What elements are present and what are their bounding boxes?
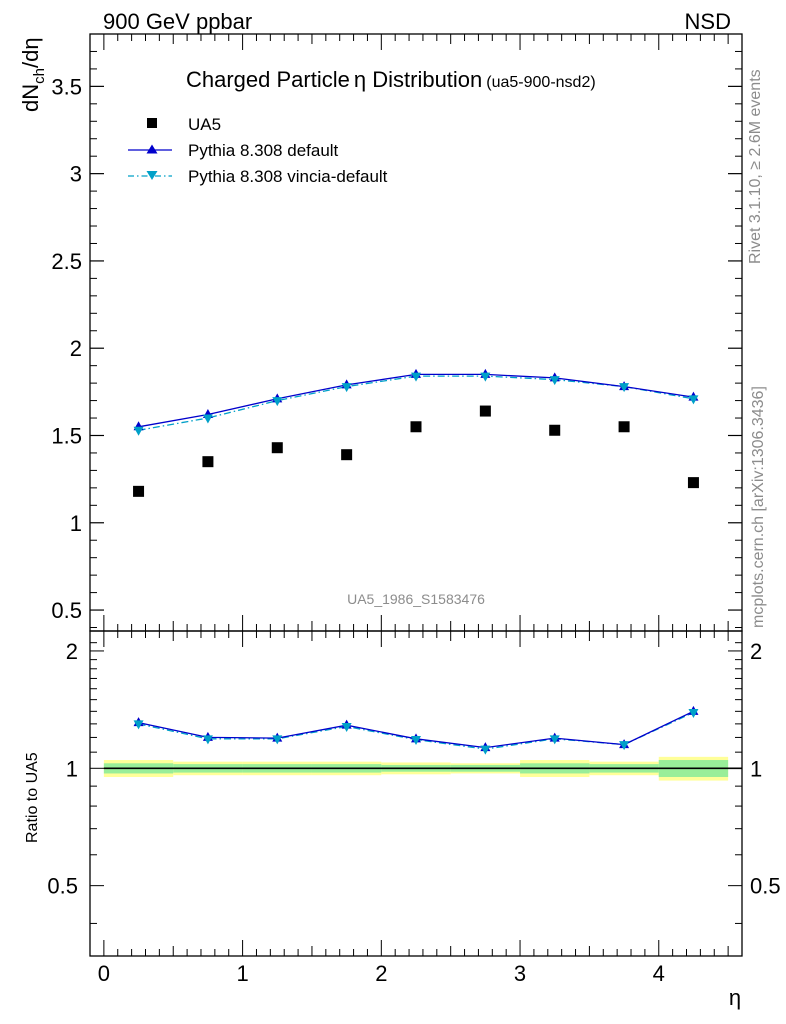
chart-title-symbol: η	[354, 67, 366, 92]
data-point-vincia	[133, 426, 144, 436]
ratio-y-tick-label-right: 1	[750, 756, 762, 781]
x-tick-label: 1	[236, 961, 248, 986]
legend-label-vincia: Pythia 8.308 vincia-default	[188, 167, 388, 186]
legend-marker-vincia	[146, 171, 158, 180]
data-point-vincia	[272, 397, 283, 407]
ratio-y-tick-label-right: 0.5	[750, 874, 781, 899]
ratio-point-vincia	[688, 709, 699, 719]
ratio-point-vincia	[549, 735, 560, 745]
chart-title: Charged Particle η Distribution (ua5-900-n…	[186, 67, 596, 92]
legend-label-default: Pythia 8.308 default	[188, 141, 339, 160]
series-default-line	[138, 373, 694, 428]
ratio-y-tick-label: 1	[66, 756, 78, 781]
chart-title-main: Charged Particle	[186, 67, 350, 92]
x-tick-label: 2	[375, 961, 387, 986]
ratio-y-axis-label: Ratio to UA5	[24, 752, 41, 843]
main-y-axis-label: dNch/dη	[18, 37, 48, 112]
main-y-axis-label-tail: /dη	[18, 37, 43, 68]
data-point-ua5	[618, 421, 630, 433]
data-point-ua5	[271, 442, 283, 454]
legend-label-ua5: UA5	[188, 115, 221, 134]
data-point-vincia	[619, 383, 630, 393]
data-point-ua5	[479, 405, 491, 417]
main-y-tick-label: 2	[70, 336, 82, 361]
data-point-ua5	[410, 421, 422, 433]
x-tick-label: 0	[98, 961, 110, 986]
x-tick-label: 4	[653, 961, 665, 986]
main-y-tick-label: 3	[70, 162, 82, 187]
data-point-ua5	[687, 477, 699, 489]
main-y-axis-label-sub: ch	[31, 68, 48, 84]
data-point-ua5	[133, 485, 145, 497]
data-point-ua5	[341, 449, 353, 461]
ratio-plot-frame	[89, 630, 743, 957]
ratio-point-vincia	[619, 741, 630, 751]
data-point-vincia	[480, 372, 491, 382]
data-point-vincia	[202, 414, 213, 424]
analysis-watermark: UA5_1986_S1583476	[347, 591, 485, 607]
main-y-tick-label: 1	[70, 511, 82, 536]
legend-marker-default	[146, 144, 158, 154]
ratio-point-vincia	[480, 745, 491, 755]
data-point-ua5	[202, 456, 214, 468]
x-axis-label: η	[729, 985, 741, 1010]
main-y-tick-label: 0.5	[51, 598, 82, 623]
ratio-y-tick-label-right: 2	[750, 639, 762, 664]
chart-marks: 0.5 1 1.5 2 2.5 3 3.5 0 1 2 3 4 0.5 0.5 1 1 2 2	[47, 34, 781, 986]
data-point-vincia	[411, 372, 421, 382]
side-text-mcplots: mcplots.cern.ch [arXiv:1306.3436]	[750, 386, 767, 628]
main-y-axis-label-dn: dN	[18, 84, 43, 112]
side-text-rivet: Rivet 3.1.10, ≥ 2.6M events	[747, 69, 764, 264]
ratio-y-tick-label: 2	[66, 639, 78, 664]
ratio-y-tick-label: 0.5	[47, 874, 78, 899]
ratio-point-vincia	[341, 723, 352, 733]
chart-title-tag: (ua5-900-nsd2)	[486, 74, 595, 91]
main-y-tick-label: 2.5	[51, 249, 82, 274]
data-point-vincia	[341, 383, 352, 393]
data-point-ua5	[549, 424, 561, 436]
main-y-tick-label: 3.5	[51, 74, 82, 99]
main-y-tick-label: 1.5	[51, 423, 82, 448]
data-point-vincia	[688, 395, 699, 405]
legend-marker-ua5	[147, 118, 157, 128]
ratio-point-vincia	[272, 735, 283, 745]
legend: UA5 Pythia 8.308 default Pythia 8.308 vi…	[128, 115, 388, 186]
ratio-point-vincia	[202, 735, 213, 745]
ratio-point-vincia	[411, 736, 421, 746]
data-point-vincia	[549, 376, 560, 386]
header-right: NSD	[685, 9, 731, 34]
chart-title-rest: Distribution	[366, 67, 482, 92]
header-left: 900 GeV ppbar	[103, 9, 252, 34]
x-tick-label: 3	[514, 961, 526, 986]
ratio-point-vincia	[133, 720, 144, 730]
